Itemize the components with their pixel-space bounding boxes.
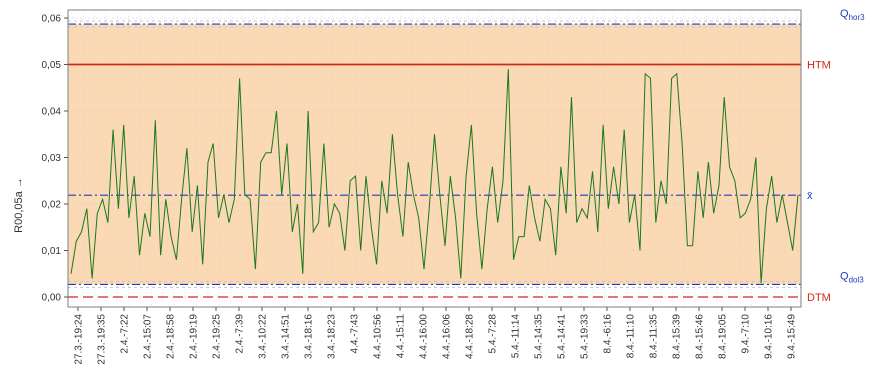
x-tick-label: 4.4.-16:06: [442, 314, 453, 359]
reference-label-subscript: hor3: [849, 13, 866, 22]
x-tick-label: 8.4.-11:35: [649, 314, 660, 359]
reference-label-x: x̄: [807, 190, 813, 202]
x-tick-label: 4.4.-16:00: [419, 314, 430, 359]
x-tick-label: 8.4.-15:46: [695, 314, 706, 359]
reference-lines: [68, 20, 801, 298]
reference-label-qdol3: Qdol3: [840, 270, 864, 284]
x-tick-label: 5.4.-14:35: [534, 314, 545, 359]
y-axis-label: R00,05a →: [13, 177, 25, 233]
y-axis: 0,00 0,01 0,02 0,03 0,04 0,05 0,06: [42, 14, 68, 304]
x-tick-label: 8.4.-19:05: [718, 314, 729, 359]
reference-label-htm: HTM: [807, 60, 831, 72]
y-tick-label: 0,03: [42, 153, 62, 164]
x-tick-label: 4.4.-7:43: [350, 314, 361, 354]
y-tick-label: 0,04: [42, 107, 62, 118]
x-tick-label: 2.4.-19:19: [189, 314, 200, 359]
x-tick-label: 5.4.-7:28: [488, 314, 499, 354]
x-tick-label: 27.3.-19:24: [74, 314, 85, 365]
x-tick-label: 2.4.-15:07: [143, 314, 154, 359]
x-tick-label: 9.4.-10:16: [764, 314, 775, 359]
x-tick-label: 2.4.-18:58: [166, 314, 177, 359]
x-tick-label: 8.4.-11:10: [626, 314, 637, 359]
x-tick-label: 9.4.-15:49: [787, 314, 798, 359]
reference-label-qhor3: Qhor3: [840, 8, 865, 22]
x-tick-label: 8.4.-6:16: [603, 314, 614, 354]
data-series-line: [70, 69, 799, 284]
series-layer: [67, 9, 802, 308]
x-tick-label: 5.4.-14:41: [557, 314, 568, 359]
x-tick-label: 27.3.-19:35: [97, 314, 108, 365]
x-tick-label: 5.4.-19:33: [580, 314, 591, 359]
x-tick-label: 3.4.-18:23: [327, 314, 338, 359]
x-tick-label: 5.4.-11:14: [511, 314, 522, 359]
plot-frame: [67, 9, 802, 308]
x-tick-label: 2.4.-7:22: [120, 314, 131, 354]
x-tick-label: 3.4.-18:16: [304, 314, 315, 359]
reference-labels: Qhor3 HTM x̄ Qdol3 DTM: [807, 8, 865, 304]
x-tick-label: 3.4.-10:22: [258, 314, 269, 359]
y-tick-label: 0,00: [42, 293, 62, 304]
y-tick-label: 0,02: [42, 200, 62, 211]
x-tick-label: 2.4.-7:39: [235, 314, 246, 354]
reference-label-dtm: DTM: [807, 292, 831, 304]
y-tick-label: 0,01: [42, 246, 62, 257]
x-tick-label: 4.4.-15:11: [396, 314, 407, 359]
y-tick-label: 0,06: [42, 14, 62, 25]
x-tick-label: 4.4.-10:56: [373, 314, 384, 359]
x-tick-label: 2.4.-19:25: [212, 314, 223, 359]
x-axis: 27.3.-19:24 27.3.-19:35 2.4.-7:22 2.4.-15:0…: [74, 307, 798, 365]
x-tick-label: 8.4.-15:39: [672, 314, 683, 359]
x-tick-label: 9.4.-7:10: [741, 314, 752, 354]
y-tick-label: 0,05: [42, 60, 62, 71]
x-tick-label: 3.4.-14:51: [281, 314, 292, 359]
x-tick-label: 4.4.-18:28: [465, 314, 476, 359]
reference-label-subscript: dol3: [849, 275, 865, 284]
